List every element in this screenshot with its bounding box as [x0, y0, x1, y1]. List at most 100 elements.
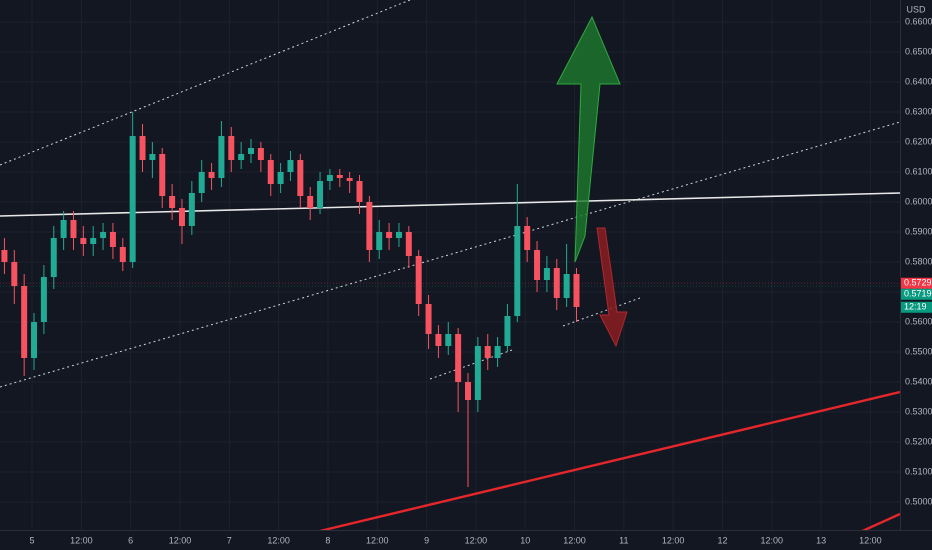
x-tick-label: 9 — [424, 535, 429, 545]
candle-body — [514, 225, 521, 317]
down-arrow — [596, 227, 628, 348]
candle-body — [494, 346, 501, 359]
x-tick-label: 8 — [325, 535, 330, 545]
candle-body — [80, 237, 87, 244]
candle-body — [40, 277, 47, 323]
dotted-trendline — [0, 121, 901, 388]
x-tick-label: 12:00 — [169, 535, 192, 545]
candle-body — [228, 135, 235, 160]
x-tick-label: 12:00 — [859, 535, 882, 545]
grid — [0, 0, 900, 530]
candle-body — [159, 153, 166, 196]
candle-body — [484, 346, 491, 359]
candle-body — [317, 180, 324, 208]
candle-body — [455, 334, 462, 383]
candle-body — [504, 316, 511, 347]
candle-body — [395, 231, 402, 238]
candle-body — [474, 346, 481, 401]
candle-body — [178, 207, 185, 226]
x-tick-label: 12:00 — [563, 535, 586, 545]
candle-body — [139, 135, 146, 160]
candle-body — [208, 171, 215, 178]
x-tick-label: 12:00 — [267, 535, 290, 545]
price-axis — [900, 0, 932, 550]
candle-body — [257, 147, 264, 160]
x-tick-label: 12:00 — [662, 535, 685, 545]
candle-body — [129, 135, 136, 262]
x-tick-label: 5 — [30, 535, 35, 545]
candle-body — [90, 237, 97, 244]
candle-body — [169, 195, 176, 208]
x-tick-label: 12 — [717, 535, 727, 545]
candle-body — [573, 274, 580, 308]
candle-body — [149, 153, 156, 160]
support-line — [319, 390, 901, 533]
price-label-box — [901, 277, 932, 289]
price-label-box — [901, 288, 932, 300]
countdown-label: 12:19 — [904, 302, 927, 312]
candle-body — [543, 268, 550, 281]
candle-body — [425, 304, 432, 335]
x-tick-label: 7 — [227, 535, 232, 545]
x-tick-label: 12:00 — [465, 535, 488, 545]
candle-body — [386, 231, 393, 238]
horizontal-trendline — [0, 192, 901, 217]
candle-body — [356, 180, 363, 202]
dotted-trendline — [562, 297, 641, 327]
candle-body — [524, 225, 531, 250]
candle-body — [218, 135, 225, 178]
price-label: 0.57291 — [904, 278, 932, 288]
x-tick-label: 11 — [619, 535, 628, 545]
candle-body — [435, 334, 442, 347]
dotted-trendline — [0, 0, 411, 166]
candle-body — [326, 174, 333, 181]
candle-body — [415, 255, 422, 305]
candle-body — [336, 174, 343, 178]
candle-body — [465, 382, 471, 401]
candle-body — [405, 231, 412, 256]
candle-body — [445, 334, 452, 347]
candle-body — [60, 219, 67, 238]
candle-body — [238, 153, 245, 160]
candle-body — [21, 286, 28, 359]
candle-body — [563, 274, 570, 299]
candle-body — [1, 249, 8, 262]
candle-body — [534, 249, 541, 281]
candle-body — [50, 237, 57, 278]
x-tick-label: 12:00 — [761, 535, 784, 545]
candle-body — [188, 192, 195, 226]
candle-body — [277, 171, 284, 184]
candles — [1, 111, 580, 488]
countdown-box — [901, 301, 932, 313]
candle-body — [307, 195, 314, 208]
candle-body — [198, 171, 205, 193]
candle-body — [376, 231, 383, 250]
y-tick-label: 0.66000 — [905, 16, 932, 26]
currency-label: USD — [906, 4, 926, 14]
price-label: 0.57190 — [904, 289, 932, 299]
candle-body — [346, 177, 353, 181]
candle-body — [248, 147, 255, 154]
candle-body — [366, 201, 373, 250]
time-axis — [0, 530, 932, 550]
x-tick-label: 13 — [816, 535, 826, 545]
candle-body — [553, 268, 560, 299]
x-tick-label: 12:00 — [70, 535, 93, 545]
candle-body — [267, 159, 274, 184]
